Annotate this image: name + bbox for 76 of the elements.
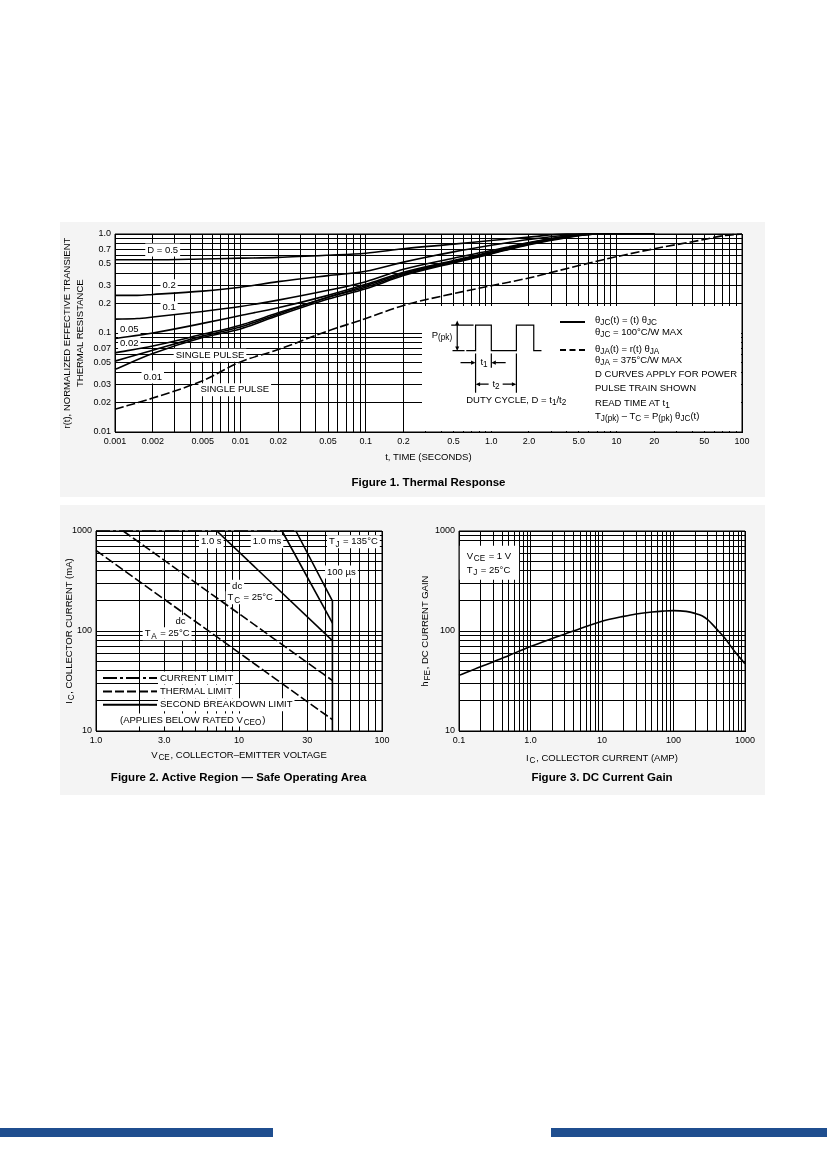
annotation: PULSE TRAIN SHOWN [595,381,697,394]
annotation: 0.1 [162,301,176,313]
y-tick-label: 100 [439,625,455,636]
annotation: θ$_{JA}$ = 375°C/W MAX [595,354,683,368]
annotation: t$_{1}$ [480,356,488,370]
y-tick-label: 0.1 [98,327,111,338]
y-tick-label: 0.03 [93,379,111,390]
annotation: 1.0 s [200,535,222,547]
x-tick-label: 100 [374,734,390,745]
annotation: 0.02 [120,336,139,348]
x-tick-label: 50 [699,435,710,446]
annotation: DUTY CYCLE, D = t$_{1}$/t$_{2}$ [466,394,567,408]
y-tick-label: 0.05 [93,357,111,368]
y-tick-label: 0.01 [93,426,111,437]
annotation: P$_{(pk)}$ [431,329,453,343]
annotation: θ$_{JC}$ = 100°C/W MAX [595,325,683,339]
annotation: θ$_{JA}$(t) = r(t) θ$_{JA}$ [595,342,660,356]
annotation: dc [175,615,186,627]
x-tick-label: 100 [665,734,682,745]
annotation: 100 µs [327,565,356,577]
y-tick-label: 0.07 [93,342,111,353]
annotation: dc [232,579,243,591]
x-tick-label: 1.0 [524,734,537,745]
x-tick-label: 3.0 [157,734,171,745]
text: T$_{J(pk)}$ – T$_{C}$ = P$_{(pk)}$ θ$_{JC}$(t) [595,409,700,423]
x-tick-label: 0.02 [269,435,287,446]
y-tick-label: 1000 [434,525,455,536]
text: Figure 3. DC Current Gain [531,771,673,784]
y-tick-label: 0.7 [98,243,111,254]
y-tick-label: 0.5 [98,258,111,269]
annotation: 0.05 [120,322,139,334]
annotation: t$_{2}$ [492,377,500,391]
annotation: 0.2 [162,279,176,291]
x-axis-title: t, TIME (SECONDS) [385,450,472,462]
annotation: D CURVES APPLY FOR POWER [595,368,738,381]
annotation: D = 0.5 [147,243,179,255]
x-tick-label: 10 [611,435,622,446]
x-tick-label: 100 [734,435,750,446]
x-tick-label: 0.2 [397,435,410,446]
y-axis-title: hFE, DC CURRENT GAIN [418,575,433,687]
x-tick-label: 0.002 [141,435,165,446]
y-tick-label: 1000 [71,525,92,536]
y-tick-label: 0.3 [98,280,111,291]
text: Figure 2. Active Region — Safe Operating Area [110,771,367,784]
x-tick-label: 1.0 [484,435,498,446]
x-tick-label: 20 [649,435,660,446]
annotation: θ$_{JC}$(t) = (t) θ$_{JC}$ [595,314,658,328]
annotation: 0.01 [143,370,162,382]
legend-label: SECOND BREAKDOWN LIMIT [160,698,293,710]
y-axis-title: IC, COLLECTOR CURRENT (mA) [62,558,77,704]
text: Figure 1. Thermal Response [351,476,506,489]
x-tick-label: 10 [233,734,245,745]
annotation: SINGLE PULSE [175,348,245,360]
x-tick-label: 30 [302,734,313,745]
y-axis-title: r(t), NORMALIZED EFFECTIVE TRANSIENT THERMAL RESISTANCE [60,237,85,429]
annotation: READ TIME AT t$_{1}$ [595,396,670,410]
x-tick-label: 0.01 [231,435,250,446]
y-tick-label: 1.0 [98,228,111,239]
x-tick-label: 2.0 [522,435,536,446]
x-tick-label: 0.1 [359,435,373,446]
x-tick-label: 0.001 [103,435,127,446]
legend-label: THERMAL LIMIT [160,685,233,697]
annotation: 1.0 ms [252,535,282,547]
y-tick-label: 10 [81,725,92,736]
annotation: SINGLE PULSE [200,383,270,395]
y-tick-label: 0.2 [98,297,111,308]
y-tick-label: 100 [76,625,92,636]
x-tick-label: 1000 [734,734,756,745]
x-tick-label: 10 [596,734,608,745]
x-tick-label: 0.1 [452,734,466,745]
x-tick-label: 0.005 [191,435,214,446]
legend-label: CURRENT LIMIT [160,671,234,683]
y-tick-label: 0.02 [93,396,111,407]
x-tick-label: 5.0 [572,435,586,446]
y-tick-label: 10 [444,725,455,736]
x-tick-label: 0.05 [319,435,337,446]
